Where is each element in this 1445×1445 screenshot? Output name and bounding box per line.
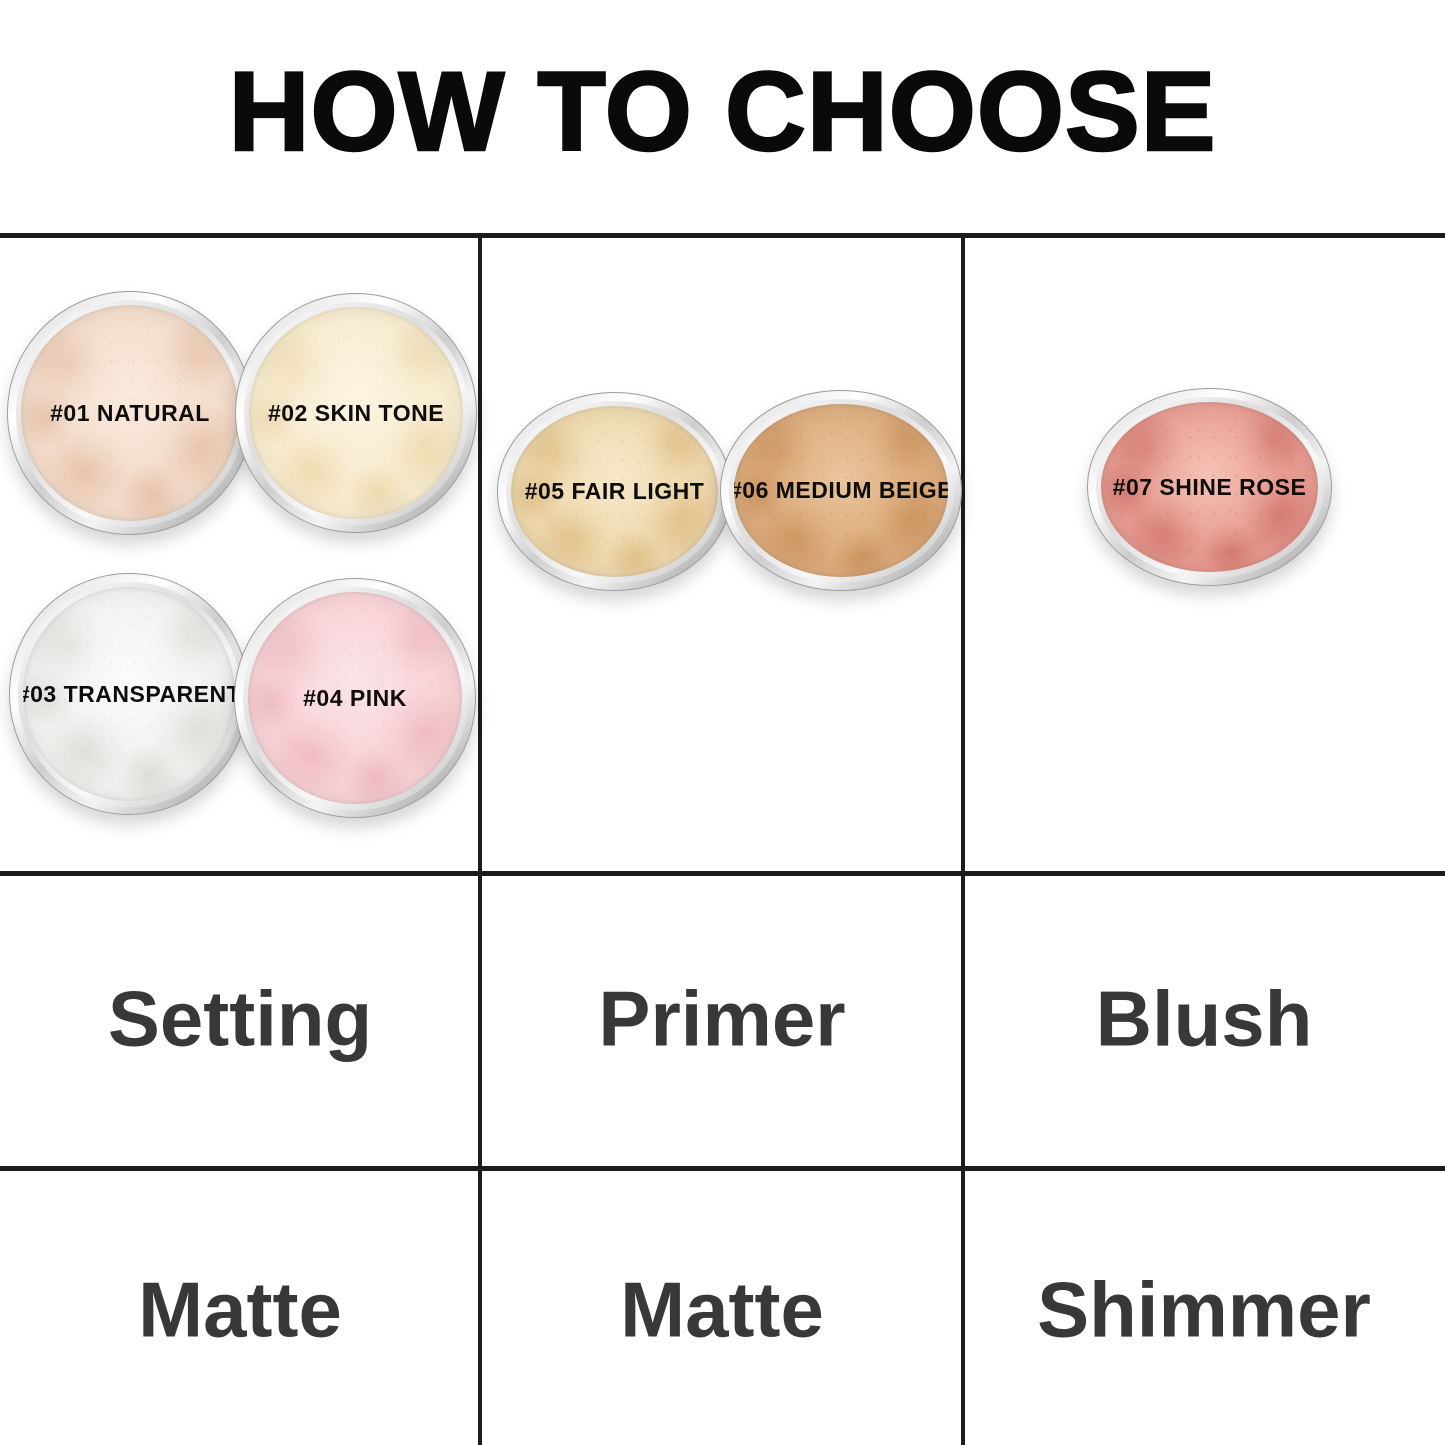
finish-label-primer-matte: Matte [620,1265,824,1354]
jar-rim: #04 PINK [242,586,468,810]
finish-label-setting-matte: Matte [138,1265,342,1354]
grid-line-vertical-right [961,235,965,1445]
powder-surface: #05 FAIR LIGHT [511,406,718,577]
powder-surface: #03 TRANSPARENT [23,587,235,801]
powder-surface: #04 PINK [248,592,462,804]
jar-shade-label: #03 TRANSPARENT [23,680,235,707]
powder-surface: #01 NATURAL [21,305,239,521]
jar-shade-label: #06 MEDIUM BEIGE [734,477,948,503]
jar-shade-label: #01 NATURAL [50,399,210,426]
powder-surface: #06 MEDIUM BEIGE [734,404,948,577]
jar-shade-label: #05 FAIR LIGHT [524,478,705,504]
jar-rim: #07 SHINE ROSE [1095,396,1324,578]
jar-rim: #05 FAIR LIGHT [505,400,724,583]
category-label-primer: Primer [598,974,846,1063]
jar-shade-label: #04 PINK [303,684,407,711]
category-label-setting: Setting [107,974,373,1063]
category-label-blush: Blush [1095,974,1313,1063]
jar-rim: #06 MEDIUM BEIGE [728,398,954,583]
grid-line-horizontal-top [0,233,1445,238]
powder-jar-03-transparent: #03 TRANSPARENT [9,573,249,815]
jar-shade-label: #07 SHINE ROSE [1112,473,1307,500]
powder-surface: #02 SKIN TONE [249,307,463,519]
powder-jar-01-natural: #01 NATURAL [7,291,253,535]
jar-shade-label: #02 SKIN TONE [267,399,445,426]
powder-jar-07-shine-rose: #07 SHINE ROSE [1087,388,1332,586]
powder-jar-05-fair-light: #05 FAIR LIGHT [497,392,732,591]
finish-label-blush-shimmer: Shimmer [1037,1265,1371,1354]
powder-surface: #07 SHINE ROSE [1101,402,1318,572]
grid-line-horizontal-middle [0,871,1445,876]
powder-jar-02-skin-tone: #02 SKIN TONE [235,293,477,533]
jar-rim: #02 SKIN TONE [243,301,469,525]
jar-rim: #01 NATURAL [15,299,245,527]
grid-line-vertical-left [478,235,482,1445]
grid-line-horizontal-bottom [0,1166,1445,1171]
powder-jar-04-pink: #04 PINK [234,578,476,818]
page-title: HOW TO CHOOSE [227,49,1217,174]
jar-rim: #03 TRANSPARENT [17,581,241,807]
powder-jar-06-medium-beige: #06 MEDIUM BEIGE [720,390,962,591]
